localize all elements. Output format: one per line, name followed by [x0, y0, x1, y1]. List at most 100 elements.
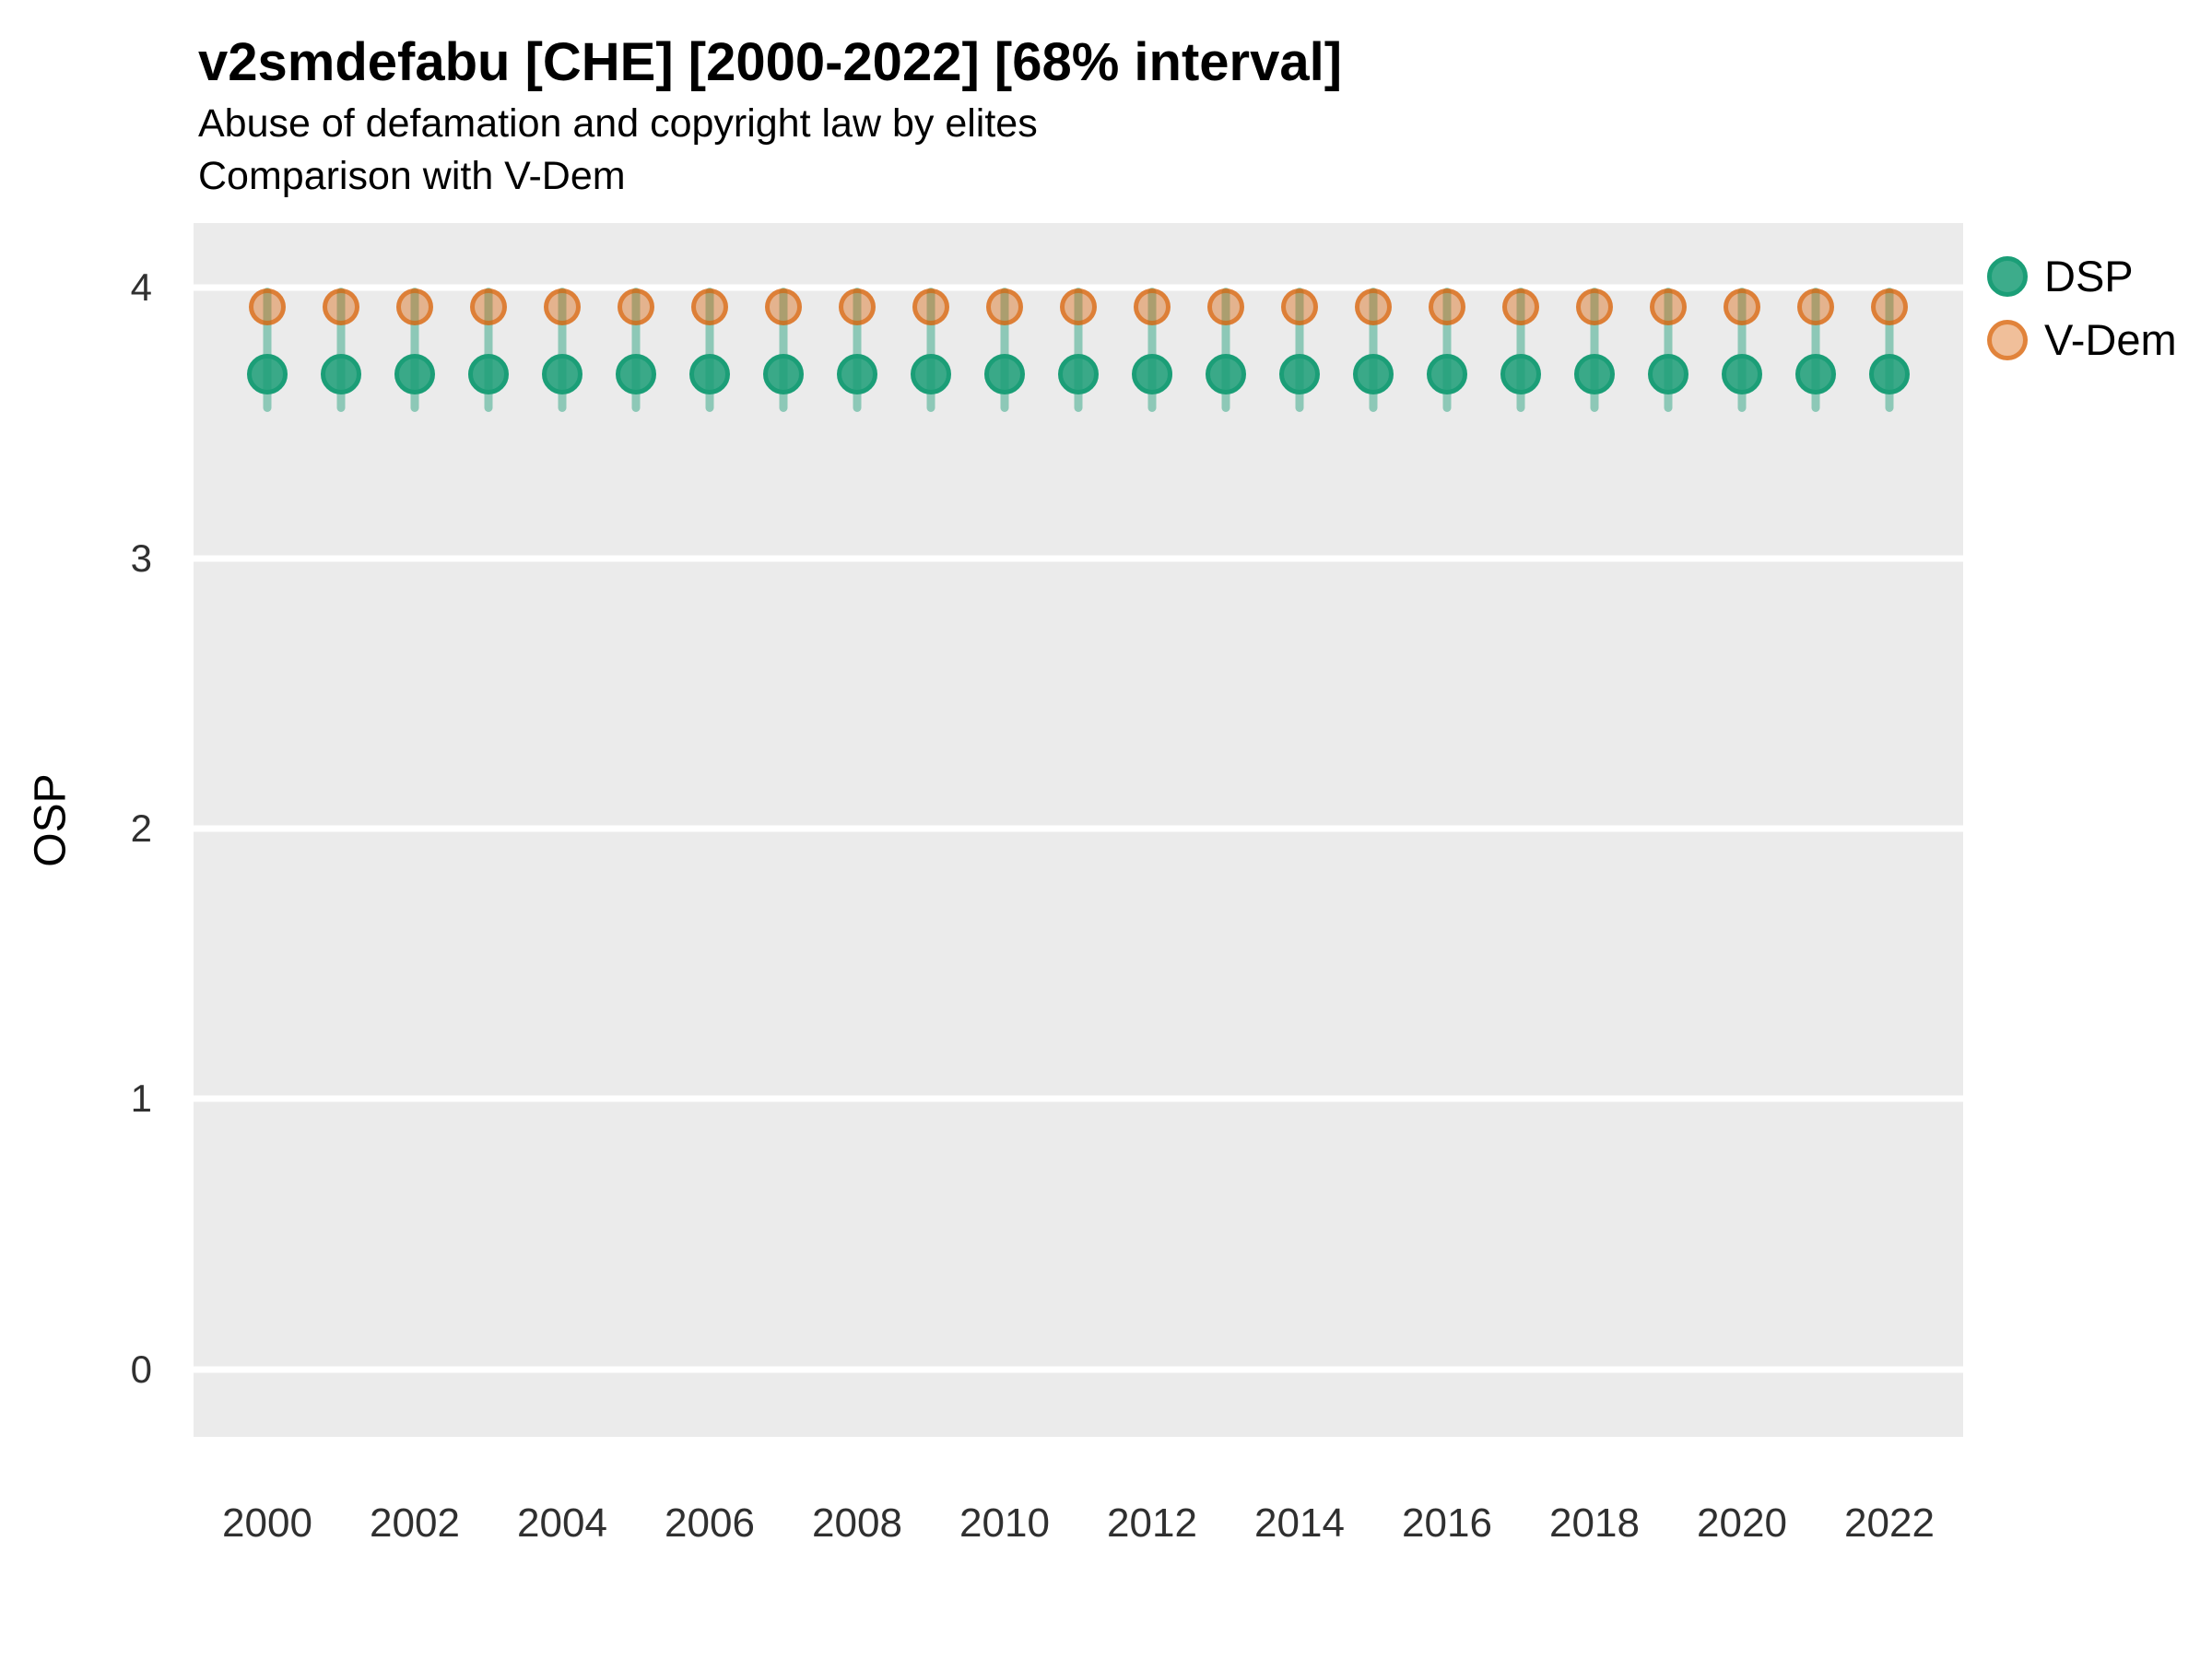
vdem-point-2013: [1207, 288, 1244, 325]
dsp-legend-key-icon: [1987, 255, 2028, 297]
interval-bar-2002: [410, 288, 419, 413]
interval-bar-2016: [1442, 288, 1452, 413]
dsp-point-2008: [837, 354, 877, 395]
data-layer: [194, 223, 1963, 1437]
vdem-point-2008: [839, 288, 876, 325]
x-tick-label: 2016: [1402, 1500, 1492, 1546]
plot-panel: [194, 223, 1963, 1437]
gridline-y-0: [194, 1366, 1963, 1373]
legend: DSP V-Dem: [1987, 251, 2177, 365]
x-tick-label: 2000: [222, 1500, 312, 1546]
x-tick-label: 2020: [1697, 1500, 1787, 1546]
vdem-legend-key-icon: [1987, 319, 2028, 360]
dsp-point-2012: [1132, 354, 1172, 395]
dsp-point-2004: [542, 354, 582, 395]
x-tick-label: 2012: [1107, 1500, 1197, 1546]
vdem-point-2003: [469, 288, 507, 325]
vdem-point-2007: [764, 288, 802, 325]
legend-label-vdem: V-Dem: [2044, 315, 2177, 364]
x-tick-label: 2014: [1254, 1500, 1345, 1546]
chart-title: v2smdefabu [CHE] [2000-2022] [68% interv…: [198, 32, 1343, 92]
x-tick-label: 2002: [370, 1500, 460, 1546]
interval-bar-2014: [1295, 288, 1304, 413]
interval-bar-2020: [1737, 288, 1747, 413]
x-tick-label: 2006: [665, 1500, 755, 1546]
vdem-point-2014: [1281, 288, 1318, 325]
dsp-point-2017: [1500, 354, 1541, 395]
interval-bar-2008: [853, 288, 862, 413]
interval-bar-2010: [1000, 288, 1009, 413]
dsp-point-2018: [1574, 354, 1615, 395]
y-tick-label: 3: [130, 535, 152, 580]
interval-bar-2005: [631, 288, 641, 413]
x-tick-label: 2008: [812, 1500, 902, 1546]
vdem-point-2004: [544, 288, 581, 325]
dsp-point-2014: [1279, 354, 1320, 395]
vdem-point-2021: [1797, 288, 1834, 325]
interval-bar-2022: [1885, 288, 1894, 413]
interval-bar-2001: [336, 288, 346, 413]
vdem-point-2011: [1060, 288, 1097, 325]
vdem-point-2002: [396, 288, 433, 325]
y-tick-label: 0: [130, 1347, 152, 1391]
legend-entry-dsp: DSP: [1987, 251, 2177, 301]
interval-bar-2006: [705, 288, 714, 413]
vdem-point-2010: [986, 288, 1023, 325]
interval-bar-2007: [779, 288, 788, 413]
dsp-point-2000: [246, 354, 288, 395]
legend-label-dsp: DSP: [2044, 252, 2134, 300]
interval-bar-2009: [926, 288, 935, 413]
vdem-point-2000: [248, 288, 286, 325]
dsp-point-2020: [1722, 354, 1762, 395]
dsp-point-2013: [1206, 354, 1246, 395]
interval-bar-2013: [1221, 288, 1230, 413]
interval-bar-2015: [1369, 288, 1378, 413]
vdem-point-2005: [618, 288, 654, 325]
dsp-point-2003: [467, 354, 509, 395]
x-tick-label: 2018: [1549, 1500, 1640, 1546]
interval-bar-2012: [1147, 288, 1157, 413]
vdem-point-2001: [322, 288, 359, 325]
dsp-point-2021: [1795, 354, 1836, 395]
x-tick-label: 2010: [959, 1500, 1050, 1546]
y-tick-label: 2: [130, 806, 152, 851]
y-axis: 0 1 2 3 4: [0, 223, 152, 1437]
chart-subtitle-comparison: Comparison with V-Dem: [198, 154, 626, 198]
dsp-point-2016: [1427, 354, 1467, 395]
dsp-point-2009: [911, 354, 951, 395]
dsp-point-2022: [1869, 354, 1910, 395]
dsp-point-2015: [1352, 354, 1394, 395]
dsp-point-2005: [616, 354, 656, 395]
chart-subtitle: Abuse of defamation and copyright law by…: [198, 101, 1038, 146]
gridline-y-2: [194, 825, 1963, 832]
dsp-point-2007: [762, 354, 804, 395]
x-tick-label: 2004: [517, 1500, 607, 1546]
dsp-point-2010: [984, 354, 1025, 395]
x-axis: 2000 2002 2004 2006 2008 2010 2012 2014 2016 2018…: [194, 1500, 1963, 1556]
interval-bar-2017: [1516, 288, 1525, 413]
y-tick-label: 1: [130, 1077, 152, 1121]
interval-bar-2000: [263, 288, 272, 413]
dsp-point-2011: [1058, 354, 1099, 395]
interval-bar-2003: [484, 288, 493, 413]
dsp-point-2019: [1648, 354, 1688, 395]
interval-bar-2021: [1811, 288, 1820, 413]
interval-bar-2004: [558, 288, 567, 413]
vdem-point-2006: [691, 288, 728, 325]
dsp-point-2001: [320, 354, 361, 395]
interval-bar-2018: [1590, 288, 1599, 413]
vdem-point-2020: [1724, 288, 1760, 325]
gridline-y-1: [194, 1095, 1963, 1102]
vdem-point-2017: [1502, 288, 1539, 325]
dsp-point-2002: [394, 354, 435, 395]
gridline-y-4: [194, 284, 1963, 291]
vdem-point-2018: [1576, 288, 1613, 325]
dsp-point-2006: [689, 354, 730, 395]
interval-bar-2011: [1074, 288, 1083, 413]
legend-entry-vdem: V-Dem: [1987, 314, 2177, 365]
vdem-point-2022: [1871, 288, 1908, 325]
vdem-point-2009: [912, 288, 949, 325]
vdem-point-2019: [1650, 288, 1687, 325]
vdem-point-2016: [1429, 288, 1465, 325]
